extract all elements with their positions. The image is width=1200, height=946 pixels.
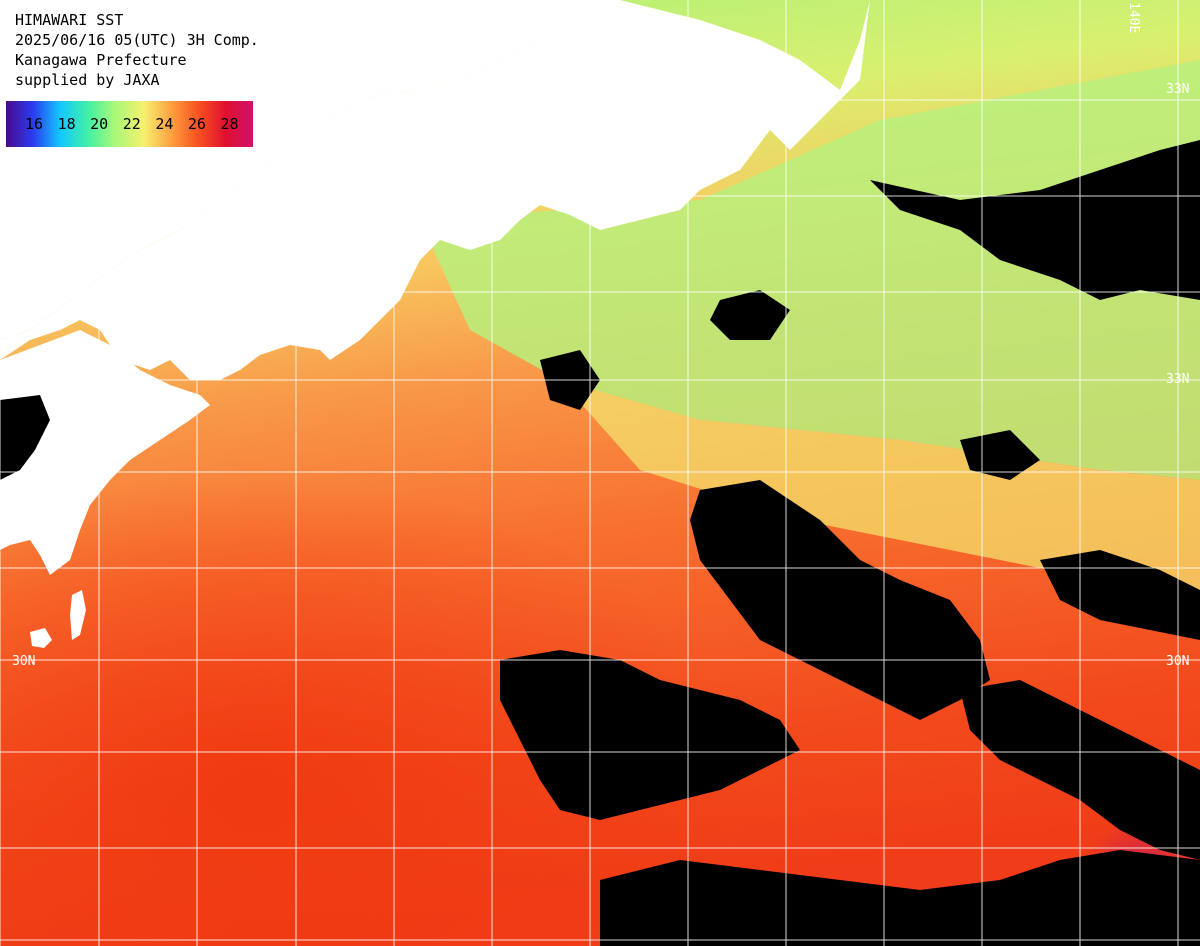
- legend-tick: 24: [155, 115, 174, 133]
- legend-tick: 16: [25, 115, 44, 133]
- kii-peninsula: [0, 0, 1200, 380]
- latitude-label-top-right: 33N: [1166, 82, 1190, 97]
- title-line-region: Kanagawa Prefecture: [15, 51, 187, 69]
- legend-tick: 26: [187, 115, 206, 133]
- island-yakushima: [30, 628, 52, 648]
- cloud-patch: [960, 430, 1040, 480]
- cloud-patch: [500, 650, 800, 820]
- longitude-label-140: 140E: [1126, 2, 1141, 34]
- latitude-label-30-right: 30N: [1166, 654, 1190, 669]
- title-box: HIMAWARI SST 2025/06/16 05(UTC) 3H Comp.…: [6, 6, 352, 93]
- cloud-patch: [600, 850, 1200, 946]
- temperature-legend: 16 18 20 22 24 26 28: [6, 101, 253, 147]
- title-line-datetime: 2025/06/16 05(UTC) 3H Comp.: [15, 31, 259, 49]
- cloud-patch: [870, 140, 1200, 300]
- legend-tick: 18: [57, 115, 76, 133]
- latitude-label-33-right: 33N: [1166, 372, 1190, 387]
- sst-cool-region: [420, 60, 1200, 480]
- legend-tick: 22: [122, 115, 141, 133]
- title-line-product: HIMAWARI SST: [15, 11, 124, 29]
- legend-tick: 28: [220, 115, 239, 133]
- sst-warm-core: [0, 380, 900, 946]
- legend-tick: 20: [90, 115, 109, 133]
- cloud-patch: [0, 395, 50, 480]
- longitude-label-135: 135E: [484, 2, 499, 34]
- latitude-label-33: 33: [10, 372, 26, 387]
- shikoku-land: [0, 330, 210, 575]
- latitude-label-30: 30N: [12, 654, 36, 669]
- title-line-credit: supplied by JAXA: [15, 71, 160, 89]
- island-tanegashima: [70, 590, 86, 640]
- cloud-patch: [710, 290, 790, 340]
